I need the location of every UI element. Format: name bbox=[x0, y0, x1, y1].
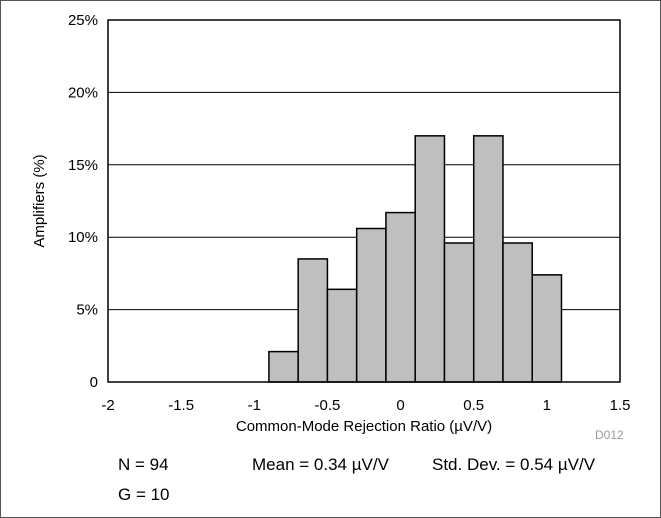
x-tick-label: -1 bbox=[248, 397, 261, 414]
plot-area-border bbox=[107, 19, 621, 383]
y-tick-label: 15% bbox=[68, 157, 98, 174]
x-tick-label: 0.5 bbox=[463, 397, 484, 414]
histogram-bar bbox=[297, 258, 329, 383]
histogram-bar bbox=[472, 135, 504, 383]
histogram-bar bbox=[531, 274, 563, 383]
bars bbox=[268, 135, 563, 383]
std-dev-value: Std. Dev. = 0.54 µV/V bbox=[432, 455, 596, 474]
sample-count: N = 94 bbox=[118, 455, 169, 474]
histogram-bar bbox=[268, 350, 299, 383]
tick-labels: 0 5% 10% 15% 20% 25% -2 -1.5 -1 -0.5 0 0.5 1 1.5 bbox=[68, 12, 630, 414]
y-axis-label: Amplifiers (%) bbox=[31, 154, 48, 247]
histogram-bar bbox=[355, 227, 387, 383]
y-tick-label: 20% bbox=[68, 84, 98, 101]
x-tick-label: 1.5 bbox=[610, 397, 631, 414]
histogram-bar bbox=[385, 211, 416, 383]
y-tick-label: 0 bbox=[90, 374, 98, 391]
x-tick-label: -2 bbox=[101, 397, 114, 414]
histogram-bar bbox=[502, 242, 533, 383]
histogram-bar bbox=[326, 288, 358, 383]
gain-value: G = 10 bbox=[118, 485, 170, 504]
x-tick-label: -0.5 bbox=[314, 397, 340, 414]
histogram-bar bbox=[443, 242, 475, 383]
x-tick-label: -1.5 bbox=[168, 397, 194, 414]
x-axis-label: Common-Mode Rejection Ratio (µV/V) bbox=[236, 418, 492, 435]
y-tick-label: 5% bbox=[76, 302, 98, 319]
y-tick-label: 25% bbox=[68, 12, 98, 29]
mean-value: Mean = 0.34 µV/V bbox=[252, 455, 389, 474]
figure-code: D012 bbox=[595, 428, 624, 442]
histogram-bar bbox=[414, 135, 446, 383]
y-tick-label: 10% bbox=[68, 229, 98, 246]
x-tick-label: 1 bbox=[543, 397, 551, 414]
x-tick-label: 0 bbox=[396, 397, 404, 414]
